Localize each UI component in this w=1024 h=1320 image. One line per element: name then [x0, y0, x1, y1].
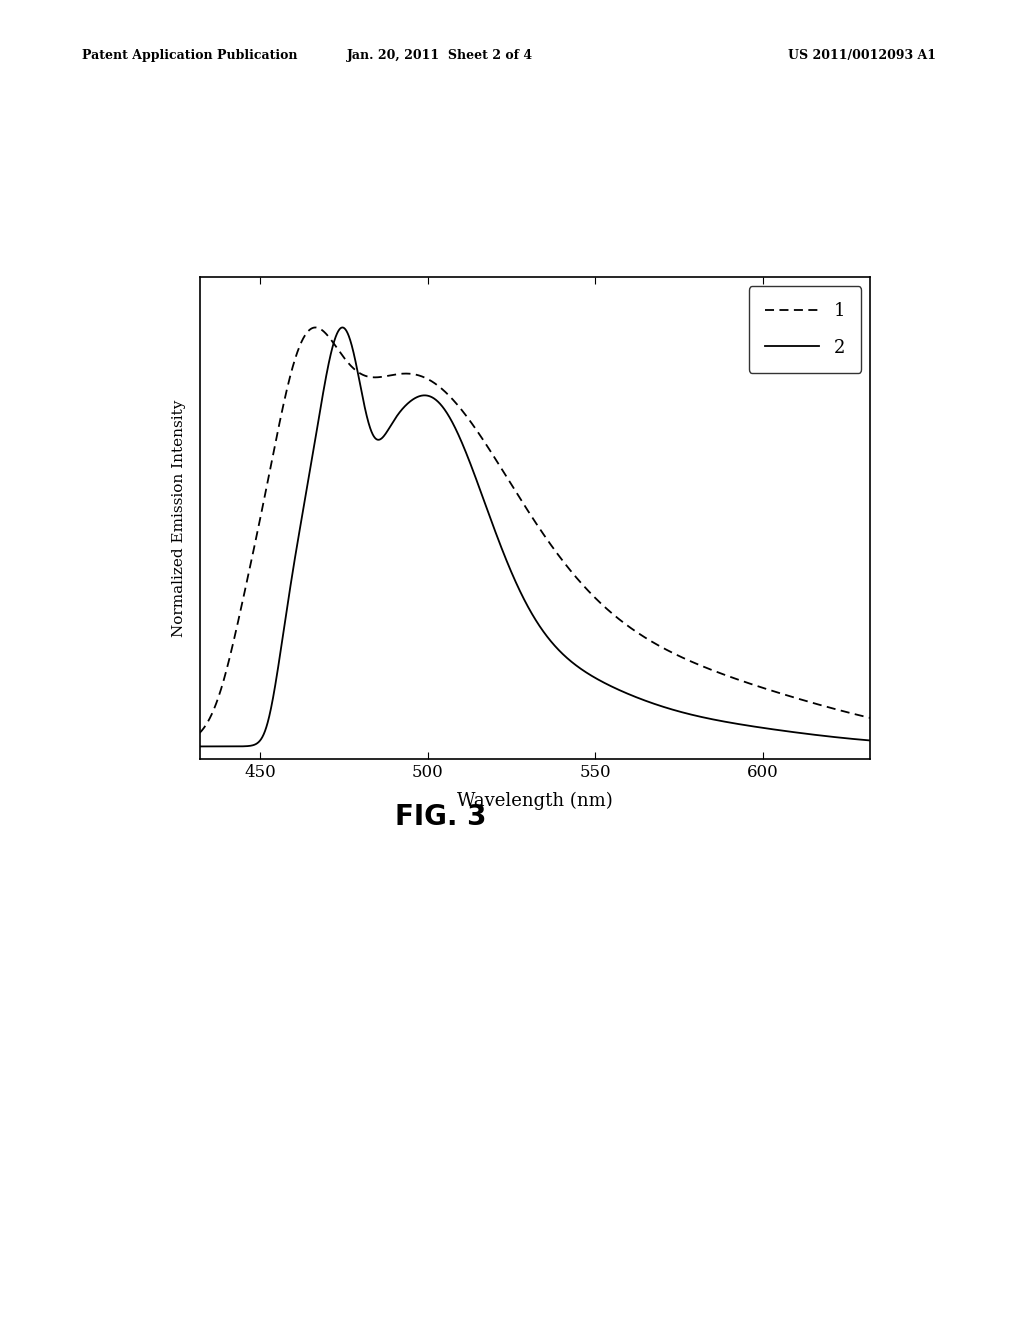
Y-axis label: Normalized Emission Intensity: Normalized Emission Intensity: [172, 400, 185, 636]
Text: US 2011/0012093 A1: US 2011/0012093 A1: [788, 49, 937, 62]
Text: FIG. 3: FIG. 3: [394, 803, 486, 830]
Text: Patent Application Publication: Patent Application Publication: [82, 49, 297, 62]
Legend: 1, 2: 1, 2: [749, 286, 861, 372]
Text: Jan. 20, 2011  Sheet 2 of 4: Jan. 20, 2011 Sheet 2 of 4: [347, 49, 534, 62]
X-axis label: Wavelength (nm): Wavelength (nm): [457, 792, 613, 810]
